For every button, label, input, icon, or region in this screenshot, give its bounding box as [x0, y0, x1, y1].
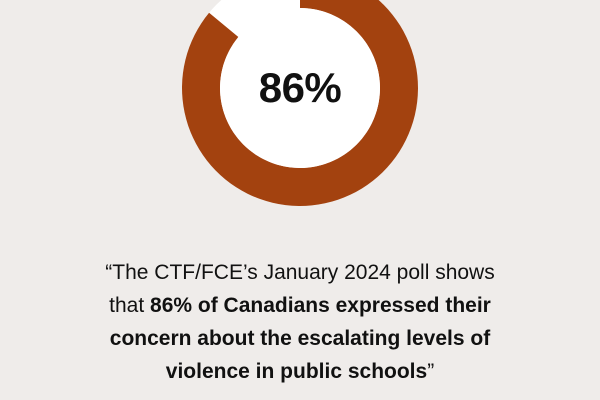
- quote-line-1: “The CTF/FCE’s January 2024 poll shows: [60, 256, 540, 289]
- donut-inner-hole: [220, 8, 380, 168]
- quote-line-2-plain: that: [109, 294, 151, 317]
- quote-line-4: violence in public schools”: [60, 355, 540, 388]
- quote-line-4-close: ”: [427, 360, 435, 383]
- quote-line-4-bold: violence in public schools: [165, 360, 428, 383]
- quote-text: “The CTF/FCE’s January 2024 poll shows t…: [60, 256, 540, 388]
- quote-line-2: that 86% of Canadians expressed their: [60, 289, 540, 322]
- quote-line-3-bold: concern about the escalating levels of: [109, 327, 491, 350]
- quote-line-1-text: “The CTF/FCE’s January 2024 poll shows: [105, 261, 495, 284]
- donut-slice-filled: [182, 0, 418, 206]
- quote-line-3: concern about the escalating levels of: [60, 322, 540, 355]
- quote-line-2-bold: 86% of Canadians expressed their: [150, 294, 491, 317]
- donut-center-value: 86%: [258, 64, 342, 111]
